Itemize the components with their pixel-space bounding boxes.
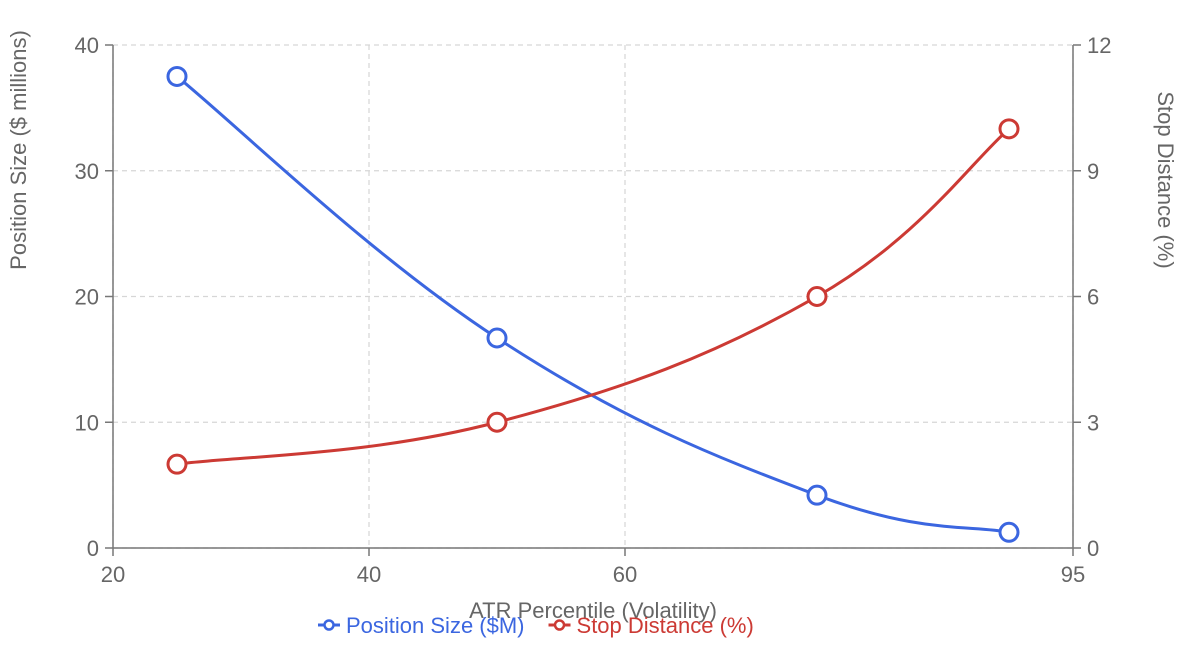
y2-axis-title: Stop Distance (%)	[1153, 91, 1178, 268]
y-tick-label: 10	[75, 410, 99, 435]
data-point	[806, 286, 828, 307]
data-point	[166, 453, 188, 475]
y-axis-title: Position Size ($ millions)	[6, 30, 31, 270]
legend-label: Stop Distance (%)	[577, 613, 754, 638]
y2-tick-label: 3	[1087, 410, 1099, 435]
x-tick-label: 60	[613, 562, 637, 587]
y-tick-label: 40	[75, 33, 99, 58]
x-axis-title: ATR Percentile (Volatility)	[469, 598, 717, 623]
y-tick-label: 30	[75, 159, 99, 184]
y2-tick-label: 6	[1087, 285, 1099, 310]
legend-marker	[323, 619, 335, 631]
legend-marker	[553, 619, 566, 631]
x-tick-label: 40	[357, 562, 381, 587]
data-point	[486, 327, 508, 349]
y2-tick-label: 0	[1087, 536, 1099, 561]
data-point	[166, 65, 188, 87]
legend-label: Position Size ($M)	[346, 613, 525, 638]
y2-tick-label: 12	[1087, 33, 1111, 58]
data-point	[806, 484, 828, 506]
x-tick-label: 95	[1061, 562, 1085, 587]
data-point	[998, 118, 1020, 140]
data-point	[998, 521, 1020, 543]
y-tick-label: 0	[87, 536, 99, 561]
x-tick-label: 20	[101, 562, 125, 587]
y-tick-label: 20	[75, 285, 99, 310]
series-line	[176, 127, 1010, 466]
y2-tick-label: 9	[1087, 159, 1099, 184]
series-line	[176, 75, 1010, 534]
data-point	[486, 411, 508, 433]
